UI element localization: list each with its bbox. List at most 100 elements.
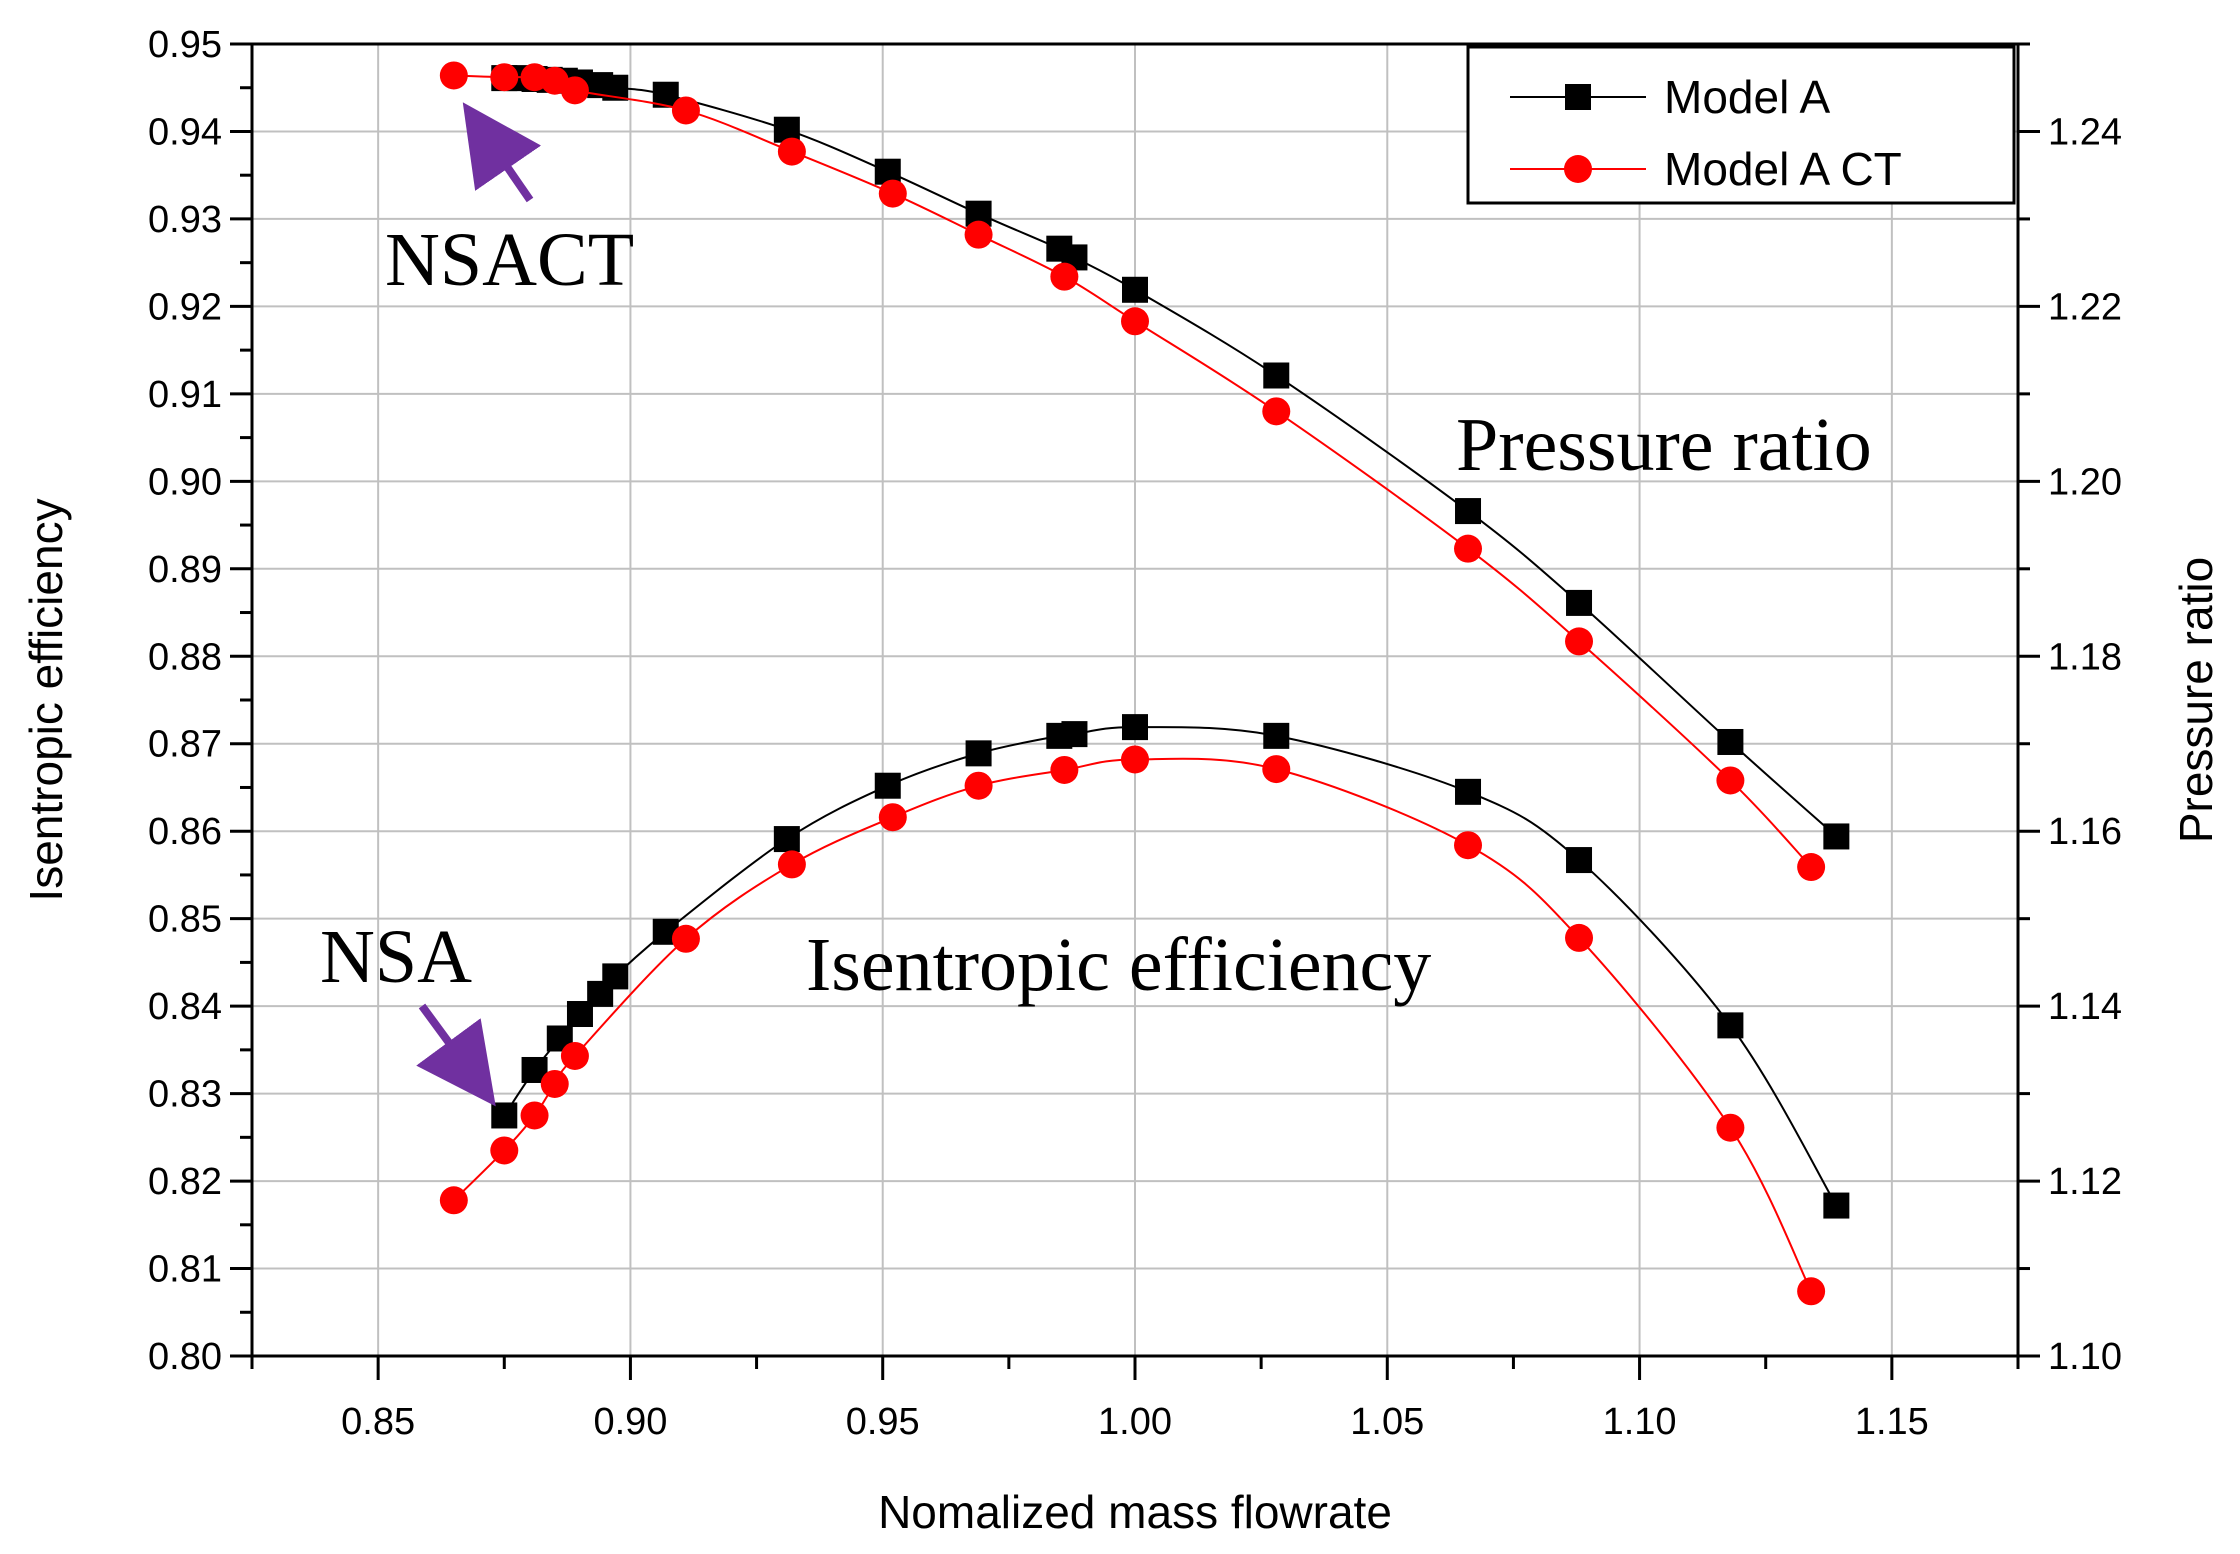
y-right-tick-label: 1.24 (2048, 111, 2122, 153)
y-right-tick-label: 1.14 (2048, 986, 2122, 1028)
data-point-circle (520, 1101, 549, 1130)
y-left-tick-label: 0.80 (148, 1336, 222, 1378)
y-left-tick-label: 0.86 (148, 811, 222, 853)
y-left-axis-title: Isentropic efficiency (20, 498, 72, 901)
annotation-nsact: NSACT (385, 218, 634, 302)
y-left-tick-label: 0.91 (148, 374, 222, 416)
annotation-nsa: NSA (320, 915, 472, 999)
y-left-tick-label: 0.90 (148, 461, 222, 503)
data-point-square (1455, 498, 1482, 525)
data-point-circle (1262, 755, 1291, 784)
annotation-isentropic-efficiency: Isentropic efficiency (806, 923, 1431, 1007)
y-left-tick-label: 0.95 (148, 24, 222, 66)
legend: Model A Model A CT (1466, 45, 2016, 205)
y-left-tick-label: 0.83 (148, 1074, 222, 1116)
data-point-circle (560, 1041, 589, 1070)
data-point-square (1717, 728, 1744, 755)
y-left-tick-label: 0.87 (148, 724, 222, 766)
series-isentropic-efficiency-model-a (491, 714, 1850, 1219)
x-tick-label: 0.85 (341, 1401, 415, 1443)
y-right-tick-label: 1.22 (2048, 286, 2122, 328)
data-point-circle (671, 96, 700, 125)
data-point-circle (964, 771, 993, 800)
data-point-circle (439, 1186, 468, 1215)
y-right-tick-label: 1.10 (2048, 1336, 2122, 1378)
y-left-tick-label: 0.89 (148, 549, 222, 591)
data-point-square (773, 826, 800, 853)
x-tick-label: 1.10 (1603, 1401, 1677, 1443)
legend-label: Model A (1664, 71, 1831, 123)
y-left-tick-label: 0.84 (148, 986, 222, 1028)
y-left-tick-label: 0.81 (148, 1249, 222, 1291)
data-point-square (1263, 722, 1290, 749)
data-point-circle (1050, 262, 1079, 291)
x-tick-label: 1.05 (1350, 1401, 1424, 1443)
data-point-circle (1565, 627, 1594, 656)
data-point-circle (964, 220, 993, 249)
data-point-circle (439, 61, 468, 90)
y-right-tick-label: 1.12 (2048, 1161, 2122, 1203)
data-point-circle (1121, 307, 1149, 336)
data-point-square (874, 772, 901, 799)
data-point-circle (490, 1136, 519, 1165)
x-tick-label: 0.90 (593, 1401, 667, 1443)
data-point-circle (777, 137, 806, 166)
x-tick-label: 0.95 (846, 1401, 920, 1443)
data-point-square (1122, 276, 1148, 303)
data-point-square (1122, 714, 1148, 741)
data-point-circle (560, 76, 589, 105)
data-point-circle (1716, 766, 1745, 795)
data-point-square (1061, 721, 1088, 748)
series-line (453, 757, 1813, 1292)
y-left-tick-label: 0.85 (148, 899, 222, 941)
data-point-square (1263, 362, 1290, 389)
annotations: NSACT NSA Pressure ratio Isentropic efficie… (320, 102, 1872, 1107)
x-axis-title: Nomalized mass flowrate (878, 1486, 1392, 1538)
y-left-tick-label: 0.82 (148, 1161, 222, 1203)
y-left-tick-label: 0.93 (148, 199, 222, 241)
legend-entry: Model A CT (1510, 143, 1902, 195)
data-point-circle (1797, 1277, 1826, 1306)
y-left-tick-label: 0.88 (148, 636, 222, 678)
y-right-axis-title: Pressure ratio (2170, 557, 2222, 843)
data-point-circle (1565, 923, 1594, 952)
data-point-square (1566, 589, 1593, 616)
data-point-circle (1121, 745, 1149, 774)
legend-label: Model A CT (1664, 143, 1902, 195)
data-point-square (602, 963, 629, 990)
series-pressure-ratio-model-a-ct (439, 61, 1826, 882)
arrow-nsact (462, 102, 542, 203)
y-right-tick-label: 1.20 (2048, 461, 2122, 503)
x-tick-label: 1.00 (1098, 1401, 1172, 1443)
data-point-circle (1716, 1113, 1745, 1142)
y-left-tick-label: 0.94 (148, 111, 222, 153)
data-point-circle (1454, 534, 1483, 563)
data-point-square (1717, 1012, 1744, 1039)
data-point-square (965, 740, 992, 767)
axes: 0.85 0.90 0.95 1.00 1.05 1.10 1.15 0.80 0.81 0.82… (20, 24, 2222, 1538)
data-point-square (1823, 823, 1850, 850)
data-point-circle (490, 63, 519, 92)
series-layer (439, 61, 1850, 1306)
legend-entry: Model A (1510, 71, 1831, 123)
data-point-circle (540, 1069, 569, 1098)
data-point-square (1455, 778, 1482, 805)
data-point-square (1823, 1192, 1850, 1219)
x-tick-label: 1.15 (1855, 1401, 1929, 1443)
series-isentropic-efficiency-model-a-ct (439, 745, 1826, 1306)
data-point-circle (1797, 853, 1826, 882)
data-point-circle (878, 803, 907, 832)
y-left-tick-label: 0.92 (148, 286, 222, 328)
data-point-circle (878, 179, 907, 208)
annotation-pressure-ratio: Pressure ratio (1456, 403, 1872, 487)
legend-marker-square (1565, 84, 1591, 110)
data-point-square (491, 1102, 518, 1129)
data-point-circle (1050, 755, 1079, 784)
data-point-circle (1454, 831, 1483, 860)
legend-marker-circle (1564, 155, 1592, 183)
y-right-tick-label: 1.16 (2048, 811, 2122, 853)
data-point-circle (1262, 397, 1291, 426)
data-point-circle (777, 850, 806, 879)
data-point-square (1566, 847, 1593, 874)
